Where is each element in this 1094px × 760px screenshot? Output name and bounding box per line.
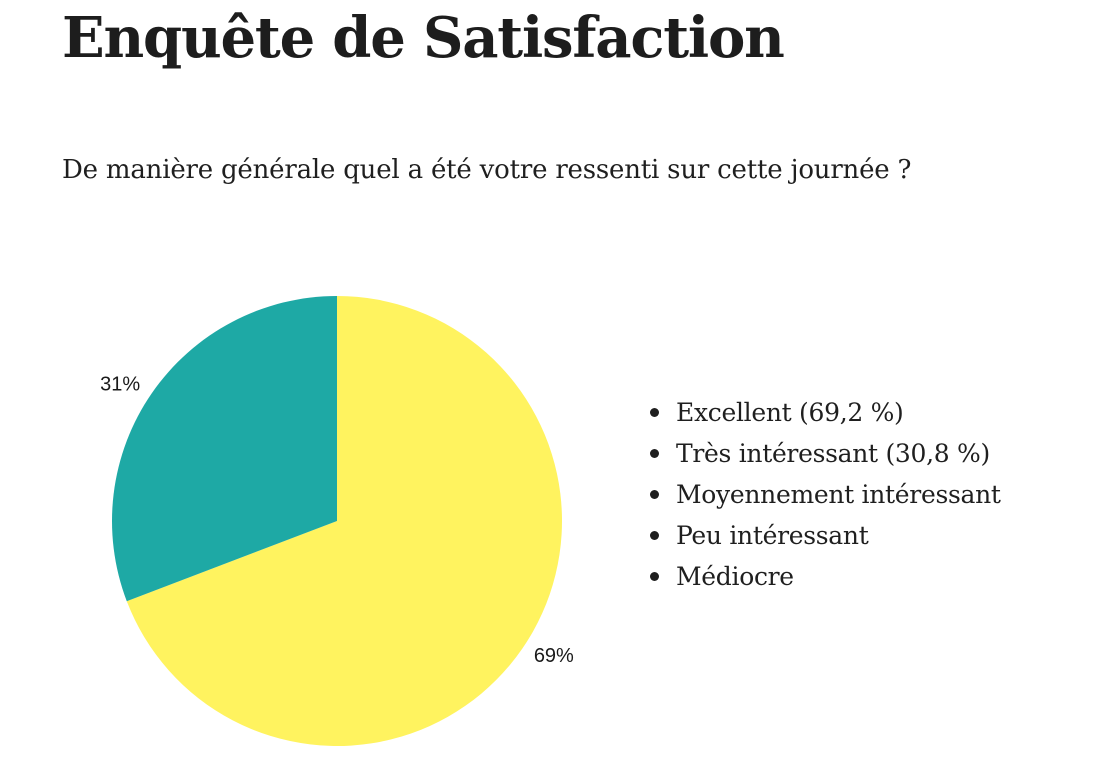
bullet-icon — [650, 531, 659, 540]
pie-slice-label-0: 69% — [534, 645, 574, 667]
chart-legend: Excellent (69,2 %) Très intéressant (30,… — [650, 392, 1001, 597]
legend-item: Excellent (69,2 %) — [650, 392, 1001, 433]
bullet-icon — [650, 490, 659, 499]
legend-item-label: Moyennement intéressant — [676, 480, 1001, 509]
pie-slice-0 — [126, 296, 562, 746]
bullet-icon — [650, 449, 659, 458]
legend-item: Moyennement intéressant — [650, 474, 1001, 515]
legend-item: Peu intéressant — [650, 515, 1001, 556]
survey-question: De manière générale quel a été votre res… — [62, 155, 912, 185]
pie-slice-label-1: 31% — [100, 374, 140, 396]
legend-item-label: Médiocre — [676, 562, 794, 591]
legend-item: Très intéressant (30,8 %) — [650, 433, 1001, 474]
bullet-icon — [650, 408, 659, 417]
legend-item-label: Peu intéressant — [676, 521, 869, 550]
legend-item-label: Excellent (69,2 %) — [676, 398, 904, 427]
legend-item: Médiocre — [650, 556, 1001, 597]
legend-item-label: Très intéressant (30,8 %) — [676, 439, 990, 468]
pie-slice-1 — [111, 296, 337, 602]
bullet-icon — [650, 572, 659, 581]
page-title: Enquête de Satisfaction — [62, 5, 785, 71]
